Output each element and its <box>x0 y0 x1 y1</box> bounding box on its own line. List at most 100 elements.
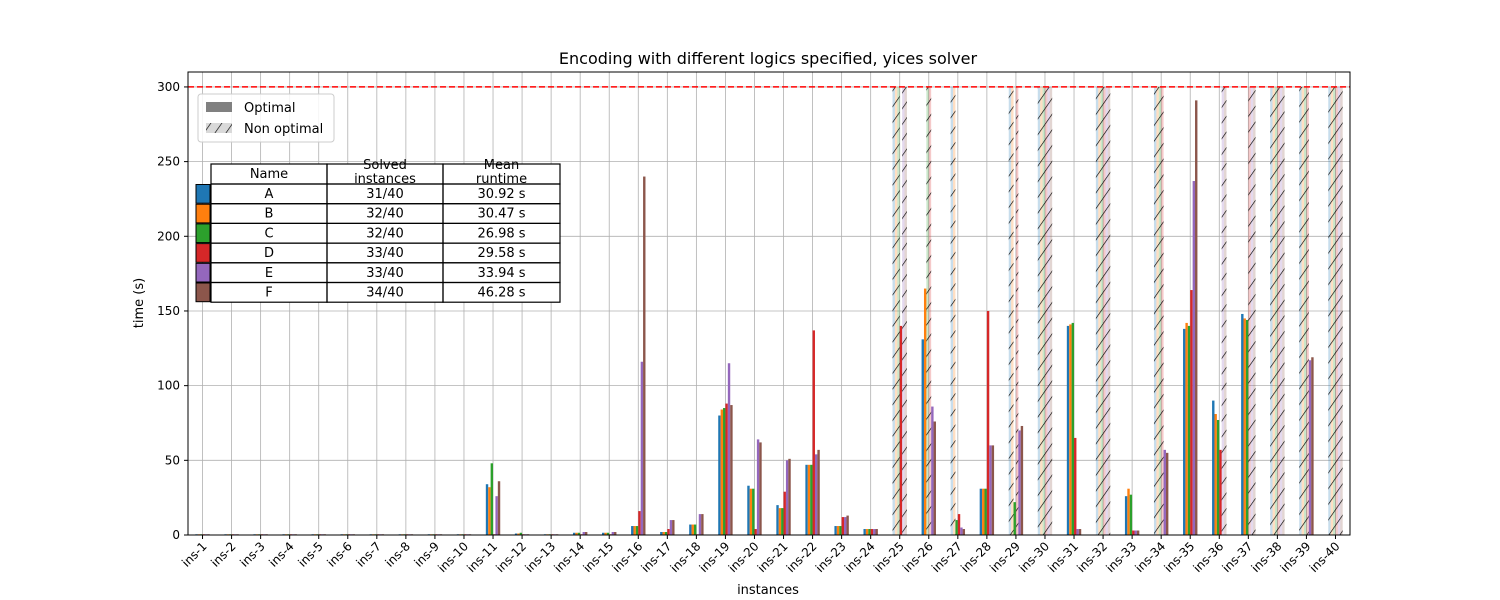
bar <box>1212 400 1215 535</box>
bar <box>844 517 847 535</box>
bar <box>778 508 782 535</box>
table-header-label: Solved instances <box>354 158 416 187</box>
bar <box>807 464 811 535</box>
bar <box>519 532 523 535</box>
table-cell-text: 46.28 s <box>477 286 525 301</box>
bar <box>723 408 726 535</box>
timeout-hatch <box>1221 86 1227 535</box>
legend-label-non-optimal: Non optimal <box>244 122 323 137</box>
bar <box>1132 530 1135 535</box>
y-tick-label: 100 <box>157 379 180 393</box>
table-cell-text: 30.47 s <box>477 207 525 222</box>
table-cell-text: F <box>265 286 272 301</box>
bar <box>834 526 837 535</box>
bar <box>672 520 675 535</box>
bar <box>1185 322 1188 535</box>
bar <box>759 442 762 535</box>
y-axis-label: time (s) <box>132 278 147 328</box>
bar <box>991 445 995 535</box>
legend: Optimal Non optimal <box>197 93 335 143</box>
timeout-hatch <box>1153 86 1164 535</box>
bar <box>572 532 576 535</box>
timeout-hatch <box>1328 86 1343 535</box>
table-cell <box>442 281 561 303</box>
bar <box>635 526 639 535</box>
bar <box>667 529 670 535</box>
bar <box>754 529 757 535</box>
bar <box>691 524 694 535</box>
table-cell-text: 32/40 <box>366 207 403 222</box>
bar <box>989 445 992 535</box>
bar <box>923 288 927 535</box>
bar <box>1018 430 1021 535</box>
bar <box>488 487 491 535</box>
bar <box>1245 319 1249 535</box>
bar <box>1020 425 1024 535</box>
bar <box>960 527 963 535</box>
y-tick-label: 200 <box>157 229 180 243</box>
table-header-label: Name <box>250 167 288 182</box>
bar <box>1192 181 1196 535</box>
bar <box>836 526 840 535</box>
bar <box>1308 360 1312 535</box>
bar <box>1195 100 1198 536</box>
y-tick-label: 150 <box>157 304 180 318</box>
bar <box>839 526 842 535</box>
bar <box>805 464 808 535</box>
bar <box>485 484 489 535</box>
timeout-hatch <box>1095 86 1111 535</box>
bar <box>1074 437 1077 535</box>
bar <box>582 532 585 535</box>
bar <box>495 496 498 535</box>
bar <box>1190 290 1193 535</box>
table-cell-text: B <box>265 207 274 222</box>
x-axis-label: instances <box>737 583 799 598</box>
timeout-hatch <box>1248 86 1256 535</box>
bar <box>781 508 784 535</box>
table-cell-text: 33/40 <box>366 246 403 261</box>
bar <box>1066 325 1070 535</box>
timeout-hatch <box>950 86 956 535</box>
bar <box>749 488 753 535</box>
bar <box>611 532 615 535</box>
bar <box>631 526 634 535</box>
table-cell-text: E <box>265 266 273 281</box>
table-row-color-swatch <box>195 282 211 303</box>
bar <box>1165 452 1169 535</box>
table-row-color-swatch <box>195 203 211 224</box>
table-header-line: runtime <box>476 172 527 187</box>
bar <box>875 529 878 535</box>
bar <box>931 406 934 535</box>
table-cell-text: 33/40 <box>366 266 403 281</box>
bar <box>575 532 578 535</box>
bar <box>1124 496 1128 535</box>
bar <box>817 449 820 535</box>
bar <box>730 405 733 535</box>
bar <box>756 439 760 535</box>
bar <box>1134 530 1137 535</box>
bar <box>1214 414 1217 535</box>
bar <box>1078 529 1082 535</box>
bar <box>921 339 924 535</box>
legend-label-optimal: Optimal <box>244 101 295 116</box>
bar <box>1311 357 1314 535</box>
legend-swatch-non-optimal-hatch <box>206 123 232 133</box>
bar <box>514 533 518 535</box>
y-tick-label: 50 <box>165 453 180 467</box>
table-header-line: Mean <box>484 158 519 173</box>
bar <box>933 421 936 535</box>
bar <box>1216 419 1220 535</box>
bar <box>701 514 704 535</box>
bar <box>662 532 665 535</box>
bar <box>664 532 668 535</box>
bar <box>899 325 903 535</box>
bar <box>643 176 646 535</box>
bar <box>698 514 702 535</box>
bar <box>812 330 815 535</box>
y-tick-label: 0 <box>172 528 180 542</box>
y-tick-label: 300 <box>157 80 180 94</box>
bar <box>1013 502 1016 535</box>
bar <box>865 529 869 535</box>
table-row-color-swatch <box>195 243 211 263</box>
timeout-hatch <box>1015 86 1019 535</box>
